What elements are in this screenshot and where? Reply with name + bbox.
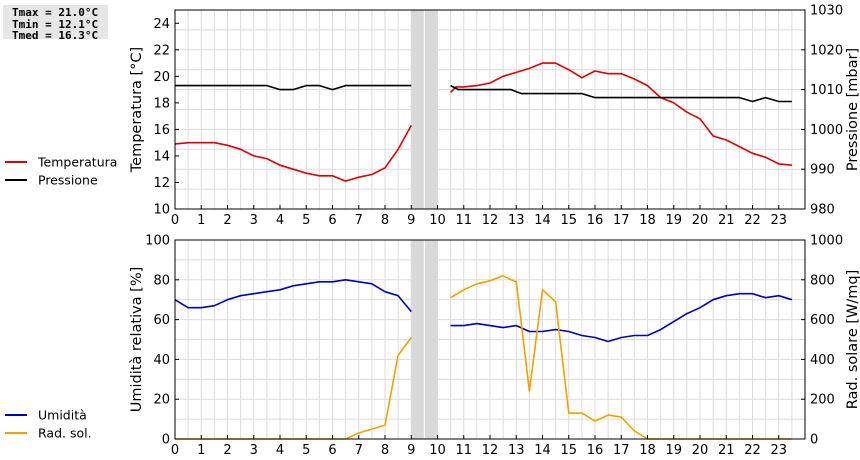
x-tick-label: 0 bbox=[171, 213, 179, 228]
x-tick-label: 23 bbox=[770, 213, 787, 228]
x-tick-label: 5 bbox=[302, 213, 310, 228]
y2-tick-label: 1020 bbox=[810, 43, 843, 58]
x-tick-label: 15 bbox=[560, 443, 577, 458]
tmed-label: Tmed = 16.3°C bbox=[12, 29, 99, 42]
x-tick-label: 0 bbox=[171, 443, 179, 458]
x-tick-label: 12 bbox=[482, 443, 499, 458]
y-tick-label: 10 bbox=[153, 203, 170, 218]
y2-tick-label: 980 bbox=[810, 203, 835, 218]
x-tick-label: 2 bbox=[223, 443, 231, 458]
y-tick-label: 14 bbox=[153, 149, 170, 164]
x-tick-label: 5 bbox=[302, 443, 310, 458]
y-tick-label: 12 bbox=[153, 176, 170, 191]
x-tick-label: 16 bbox=[587, 443, 604, 458]
y2-tick-label: 990 bbox=[810, 163, 835, 178]
y2-tick-label: 1000 bbox=[810, 234, 843, 249]
x-tick-label: 14 bbox=[534, 213, 551, 228]
y2-tick-label: 600 bbox=[810, 313, 835, 328]
series-line-pressione bbox=[450, 84, 792, 103]
y2-axis-label: Pressione [mbar] bbox=[845, 48, 860, 171]
x-tick-label: 18 bbox=[639, 213, 656, 228]
x-tick-label: 14 bbox=[534, 443, 551, 458]
x-tick-label: 22 bbox=[744, 213, 761, 228]
x-tick-label: 7 bbox=[355, 213, 363, 228]
y-axis-label: Temperatura [°C] bbox=[129, 47, 145, 173]
y-tick-label: 20 bbox=[153, 393, 170, 408]
stats-box: Tmax = 21.0°C Tmin = 12.1°C Tmed = 16.3°… bbox=[3, 5, 108, 42]
x-tick-label: 20 bbox=[692, 213, 709, 228]
x-tick-label: 4 bbox=[276, 443, 284, 458]
x-tick-label: 17 bbox=[613, 213, 630, 228]
x-tick-label: 22 bbox=[744, 443, 761, 458]
x-tick-label: 1 bbox=[197, 443, 205, 458]
x-tick-label: 21 bbox=[718, 443, 735, 458]
y-tick-label: 80 bbox=[153, 273, 170, 288]
x-tick-label: 2 bbox=[223, 213, 231, 228]
x-tick-label: 18 bbox=[639, 443, 656, 458]
x-tick-label: 19 bbox=[665, 213, 682, 228]
x-tick-label: 8 bbox=[381, 213, 389, 228]
x-tick-label: 15 bbox=[560, 213, 577, 228]
x-tick-label: 8 bbox=[381, 443, 389, 458]
x-tick-label: 10 bbox=[429, 213, 446, 228]
x-tick-label: 9 bbox=[407, 443, 415, 458]
legend-label-temperatura: Temperatura bbox=[37, 155, 117, 170]
chart-1: 0 1 2 3 4 5 6 7 8 9 10 11 12 13 14 15 16 17 18 19 20 21 22 2310… bbox=[5, 4, 860, 228]
x-tick-label: 7 bbox=[355, 443, 363, 458]
x-tick-label: 10 bbox=[429, 443, 446, 458]
x-tick-label: 11 bbox=[455, 443, 472, 458]
x-tick-label: 23 bbox=[770, 443, 787, 458]
y2-tick-label: 200 bbox=[810, 393, 835, 408]
y2-tick-label: 1000 bbox=[810, 123, 843, 138]
x-tick-label: 16 bbox=[587, 213, 604, 228]
y-tick-label: 22 bbox=[153, 43, 170, 58]
y2-tick-label: 400 bbox=[810, 353, 835, 368]
x-tick-label: 19 bbox=[665, 443, 682, 458]
series-line-temperatura bbox=[174, 125, 413, 182]
x-tick-label: 12 bbox=[482, 213, 499, 228]
y2-axis-label: Rad. solare [W/mq] bbox=[845, 270, 860, 409]
x-tick-label: 13 bbox=[508, 443, 525, 458]
y-tick-label: 40 bbox=[153, 353, 170, 368]
x-tick-label: 20 bbox=[692, 443, 709, 458]
y2-tick-label: 0 bbox=[810, 433, 818, 448]
x-tick-label: 11 bbox=[455, 213, 472, 228]
x-tick-label: 3 bbox=[250, 443, 258, 458]
legend-label-umidit: Umidità bbox=[38, 408, 87, 423]
tmin-label: Tmin = 12.1°C bbox=[12, 17, 99, 31]
tmax-label: Tmax = 21.0°C bbox=[12, 6, 99, 19]
x-tick-label: 17 bbox=[613, 443, 630, 458]
x-tick-label: 21 bbox=[718, 213, 735, 228]
series-line-pressione bbox=[175, 84, 412, 91]
x-tick-label: 4 bbox=[276, 213, 284, 228]
y2-tick-label: 1010 bbox=[810, 83, 843, 98]
y-tick-label: 18 bbox=[153, 96, 170, 111]
y-tick-label: 100 bbox=[145, 234, 170, 249]
series-line-umidit bbox=[450, 292, 793, 343]
x-tick-label: 6 bbox=[328, 213, 336, 228]
y2-tick-label: 1030 bbox=[810, 4, 843, 19]
x-tick-label: 1 bbox=[197, 213, 205, 228]
chart-2: 0 1 2 3 4 5 6 7 8 9 10 11 12 13 14 15 16 17 18 19 20 21 22 2302… bbox=[5, 234, 860, 458]
y2-tick-label: 800 bbox=[810, 273, 835, 288]
series-line-umidit bbox=[174, 278, 412, 313]
legend-label-rad-sol: Rad. sol. bbox=[38, 426, 92, 441]
x-tick-label: 6 bbox=[328, 443, 336, 458]
y-tick-label: 60 bbox=[153, 313, 170, 328]
y-axis-label: Umidità relativa [%] bbox=[129, 267, 145, 413]
y-tick-label: 20 bbox=[153, 70, 170, 85]
series-line-temperatura bbox=[450, 62, 792, 166]
x-tick-label: 3 bbox=[250, 213, 258, 228]
legend-label-pressione: Pressione bbox=[38, 173, 98, 188]
x-tick-label: 9 bbox=[407, 213, 415, 228]
y-tick-label: 16 bbox=[153, 123, 170, 138]
x-tick-label: 13 bbox=[508, 213, 525, 228]
y-tick-label: 24 bbox=[153, 17, 170, 32]
y-tick-label: 0 bbox=[162, 433, 170, 448]
